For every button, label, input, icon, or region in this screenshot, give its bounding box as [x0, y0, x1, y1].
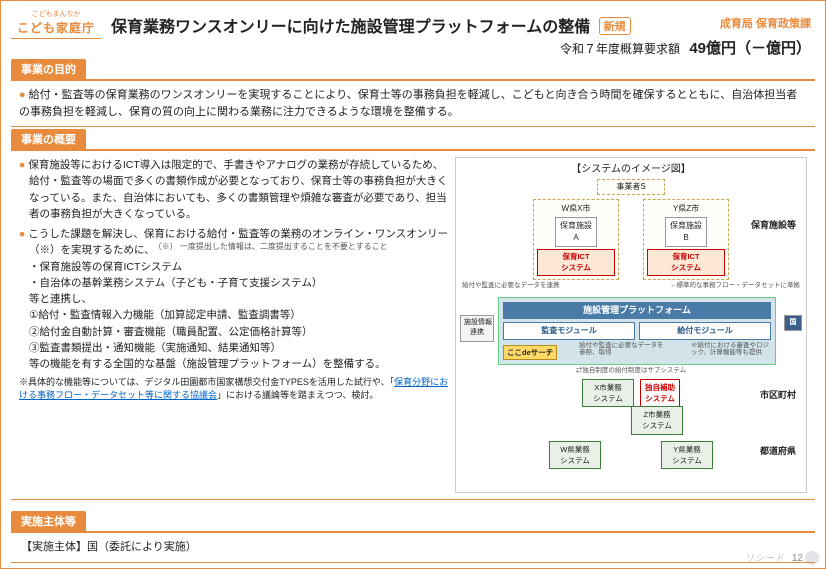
kokode-search: ここdeサーチ — [503, 345, 557, 360]
system-diagram: 【システムのイメージ図】 事業者S W県X市 保育施設 A 保育ICT システム… — [455, 157, 807, 493]
ict-sys-b: 保育ICT システム — [647, 249, 725, 276]
budget-label: 令和７年度概算要求額 — [560, 42, 680, 56]
note-right: ←標準的な事務フロー・データセットに準拠 — [670, 282, 800, 289]
facility-b: 保育施設 B — [665, 217, 707, 247]
platform-box: 施設管理プラットフォーム 監査モジュール 給付モジュール ここdeサーチ 給付や… — [498, 297, 776, 366]
budget: 令和７年度概算要求額 49億円（－億円） — [560, 37, 811, 58]
new-badge: 新規 — [599, 17, 631, 35]
level-pref: 都道府県 — [760, 445, 796, 459]
fn-mark: （※） — [154, 242, 178, 251]
bullet-icon: ● — [19, 159, 25, 171]
sys-z: Z市業務 システム — [631, 406, 683, 435]
entity-text: 【実施主体】国（委託により実施） — [21, 541, 197, 553]
ict-sys-a: 保育ICT システム — [537, 249, 615, 276]
bullet-icon: ● — [19, 89, 26, 101]
facility-a: 保育施設 A — [555, 217, 597, 247]
operator-box: 事業者S — [597, 179, 664, 195]
sys-y: Y県業務 システム — [661, 441, 713, 470]
sys-x: X市業務 システム — [582, 379, 634, 408]
overview-body: ●保育施設等におけるICT導入は限定的で、手書きやアナログの業務が存続しているた… — [11, 149, 815, 500]
section-overview: 事業の概要 ●保育施設等におけるICT導入は限定的で、手書きやアナログの業務が存… — [11, 129, 815, 500]
note-left: 給付や監査に必要なデータを連携 — [462, 282, 560, 289]
ov-b2: ・自治体の基幹業務システム（子ども・子育て支援システム） — [29, 277, 322, 289]
ov-f2: ②給付金自動計算・審査機能（職員配置、公定価格計算等） — [29, 326, 313, 338]
ov-f3: ③監査書類提出・通知機能（実施通知、結果通知等） — [29, 342, 281, 354]
watermark-icon — [805, 551, 819, 565]
city1-box: W県X市 保育施設 A 保育ICT システム — [533, 199, 619, 280]
budget-amount: 49億円（－億円） — [689, 40, 811, 57]
logo-tagline: こどもまんなか — [11, 9, 101, 19]
logo-name: こども家庭庁 — [11, 19, 101, 39]
module-benefit: 給付モジュール — [639, 322, 771, 340]
note-post: 」における議論等を踏まえつつ、検討。 — [217, 390, 378, 400]
module-audit: 監査モジュール — [503, 322, 635, 340]
department: 成育局 保育政策課 — [720, 15, 811, 31]
sys-dokuritsu: 独自補助 システム — [640, 379, 680, 408]
ov-b3: 等と連携し、 — [29, 293, 92, 305]
ov-f4: 等の機能を有する全国的な基盤（施設管理プラットフォーム）を整備する。 — [29, 358, 386, 370]
renkei-box: 施設情報 連携 — [460, 315, 494, 342]
section-purpose: 事業の目的 ●給付・監査等の保育業務のワンスオンリーを実現することにより、保育士… — [11, 59, 815, 127]
level-facilities: 保育施設等 — [751, 219, 796, 233]
watermark: リシード — [745, 551, 785, 564]
footnote: （※） 一度提出した情報は、二度提出することを不要とすること — [164, 242, 388, 252]
sys-w: W県業務 システム — [549, 441, 601, 470]
note-mid-l: 給付や監査に必要なデータを参照、取得 — [579, 342, 669, 360]
section-entity: 実施主体等 【実施主体】国（委託により実施） — [11, 511, 815, 563]
title-text: 保育業務ワンスオンリーに向けた施設管理プラットフォームの整備 — [111, 19, 590, 36]
entity-tab: 実施主体等 — [11, 511, 86, 531]
purpose-text: 給付・監査等の保育業務のワンスオンリーを実現することにより、保育士等の事務負担を… — [19, 89, 797, 118]
kuni-box: 国 — [784, 315, 802, 332]
level-city: 市区町村 — [760, 389, 796, 403]
entity-body: 【実施主体】国（委託により実施） — [11, 531, 815, 563]
note-pre: ※具体的な機能等については、デジタル田園都市国家構想交付金TYPESを活用した試… — [19, 377, 394, 387]
city2-box: Y県Z市 保育施設 B 保育ICT システム — [643, 199, 729, 280]
ov-b1: ・保育施設等の保育ICTシステム — [29, 261, 182, 273]
ov-f1: ①給付・監査情報入力機能（加算認定申請、監査調書等） — [29, 309, 301, 321]
note-sys: ⇄独自制度の給付制度はサブシステム — [462, 367, 800, 374]
note-mid-r: ※給付における審査やロジック、計算機能等も提供 — [691, 342, 771, 360]
bullet-icon: ● — [19, 228, 25, 240]
platform-title: 施設管理プラットフォーム — [503, 302, 771, 320]
diagram-title: 【システムのイメージ図】 — [462, 162, 800, 177]
purpose-body: ●給付・監査等の保育業務のワンスオンリーを実現することにより、保育士等の事務負担… — [11, 79, 815, 127]
ov-p1: 保育施設等におけるICT導入は限定的で、手書きやアナログの業務が存続しているため… — [28, 159, 447, 220]
page-title: 保育業務ワンスオンリーに向けた施設管理プラットフォームの整備 新規 — [111, 13, 631, 37]
page-number: 12 — [792, 553, 803, 564]
city1-label: W県X市 — [537, 203, 615, 215]
overview-text: ●保育施設等におけるICT導入は限定的で、手書きやアナログの業務が存続しているた… — [19, 157, 449, 493]
purpose-tab: 事業の目的 — [11, 59, 86, 79]
city2-label: Y県Z市 — [647, 203, 725, 215]
page: こどもまんなか こども家庭庁 保育業務ワンスオンリーに向けた施設管理プラットフォ… — [0, 0, 826, 569]
logo: こどもまんなか こども家庭庁 — [11, 9, 101, 39]
fn-text: 一度提出した情報は、二度提出することを不要とすること — [180, 242, 388, 251]
overview-note: ※具体的な機能等については、デジタル田園都市国家構想交付金TYPESを活用した試… — [19, 376, 449, 401]
overview-tab: 事業の概要 — [11, 129, 86, 149]
